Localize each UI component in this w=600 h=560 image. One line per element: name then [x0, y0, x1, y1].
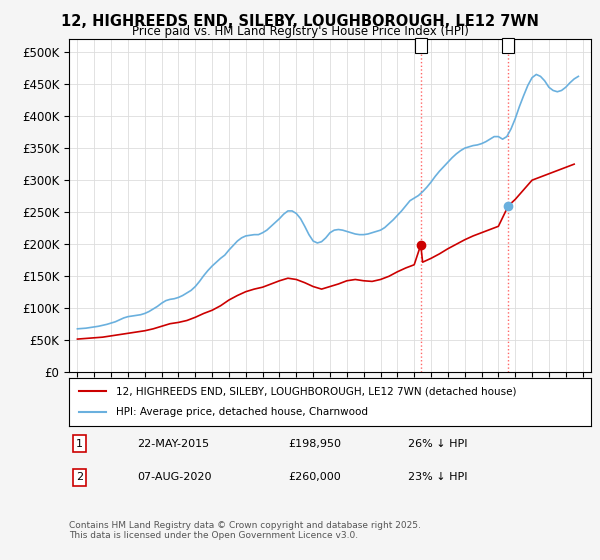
Text: HPI: Average price, detached house, Charnwood: HPI: Average price, detached house, Char… [116, 407, 368, 417]
Text: Price paid vs. HM Land Registry's House Price Index (HPI): Price paid vs. HM Land Registry's House … [131, 25, 469, 38]
Text: 12, HIGHREEDS END, SILEBY, LOUGHBOROUGH, LE12 7WN: 12, HIGHREEDS END, SILEBY, LOUGHBOROUGH,… [61, 14, 539, 29]
Text: 1: 1 [417, 41, 425, 50]
Text: 22-MAY-2015: 22-MAY-2015 [137, 439, 209, 449]
Text: 12, HIGHREEDS END, SILEBY, LOUGHBOROUGH, LE12 7WN (detached house): 12, HIGHREEDS END, SILEBY, LOUGHBOROUGH,… [116, 386, 517, 396]
Text: 23% ↓ HPI: 23% ↓ HPI [409, 473, 468, 482]
Text: £198,950: £198,950 [288, 439, 341, 449]
Text: 2: 2 [76, 473, 83, 482]
Text: 07-AUG-2020: 07-AUG-2020 [137, 473, 211, 482]
Text: 2: 2 [505, 41, 512, 50]
Text: 1: 1 [76, 439, 83, 449]
Text: Contains HM Land Registry data © Crown copyright and database right 2025.
This d: Contains HM Land Registry data © Crown c… [69, 521, 421, 540]
Text: £260,000: £260,000 [288, 473, 341, 482]
Text: 26% ↓ HPI: 26% ↓ HPI [409, 439, 468, 449]
